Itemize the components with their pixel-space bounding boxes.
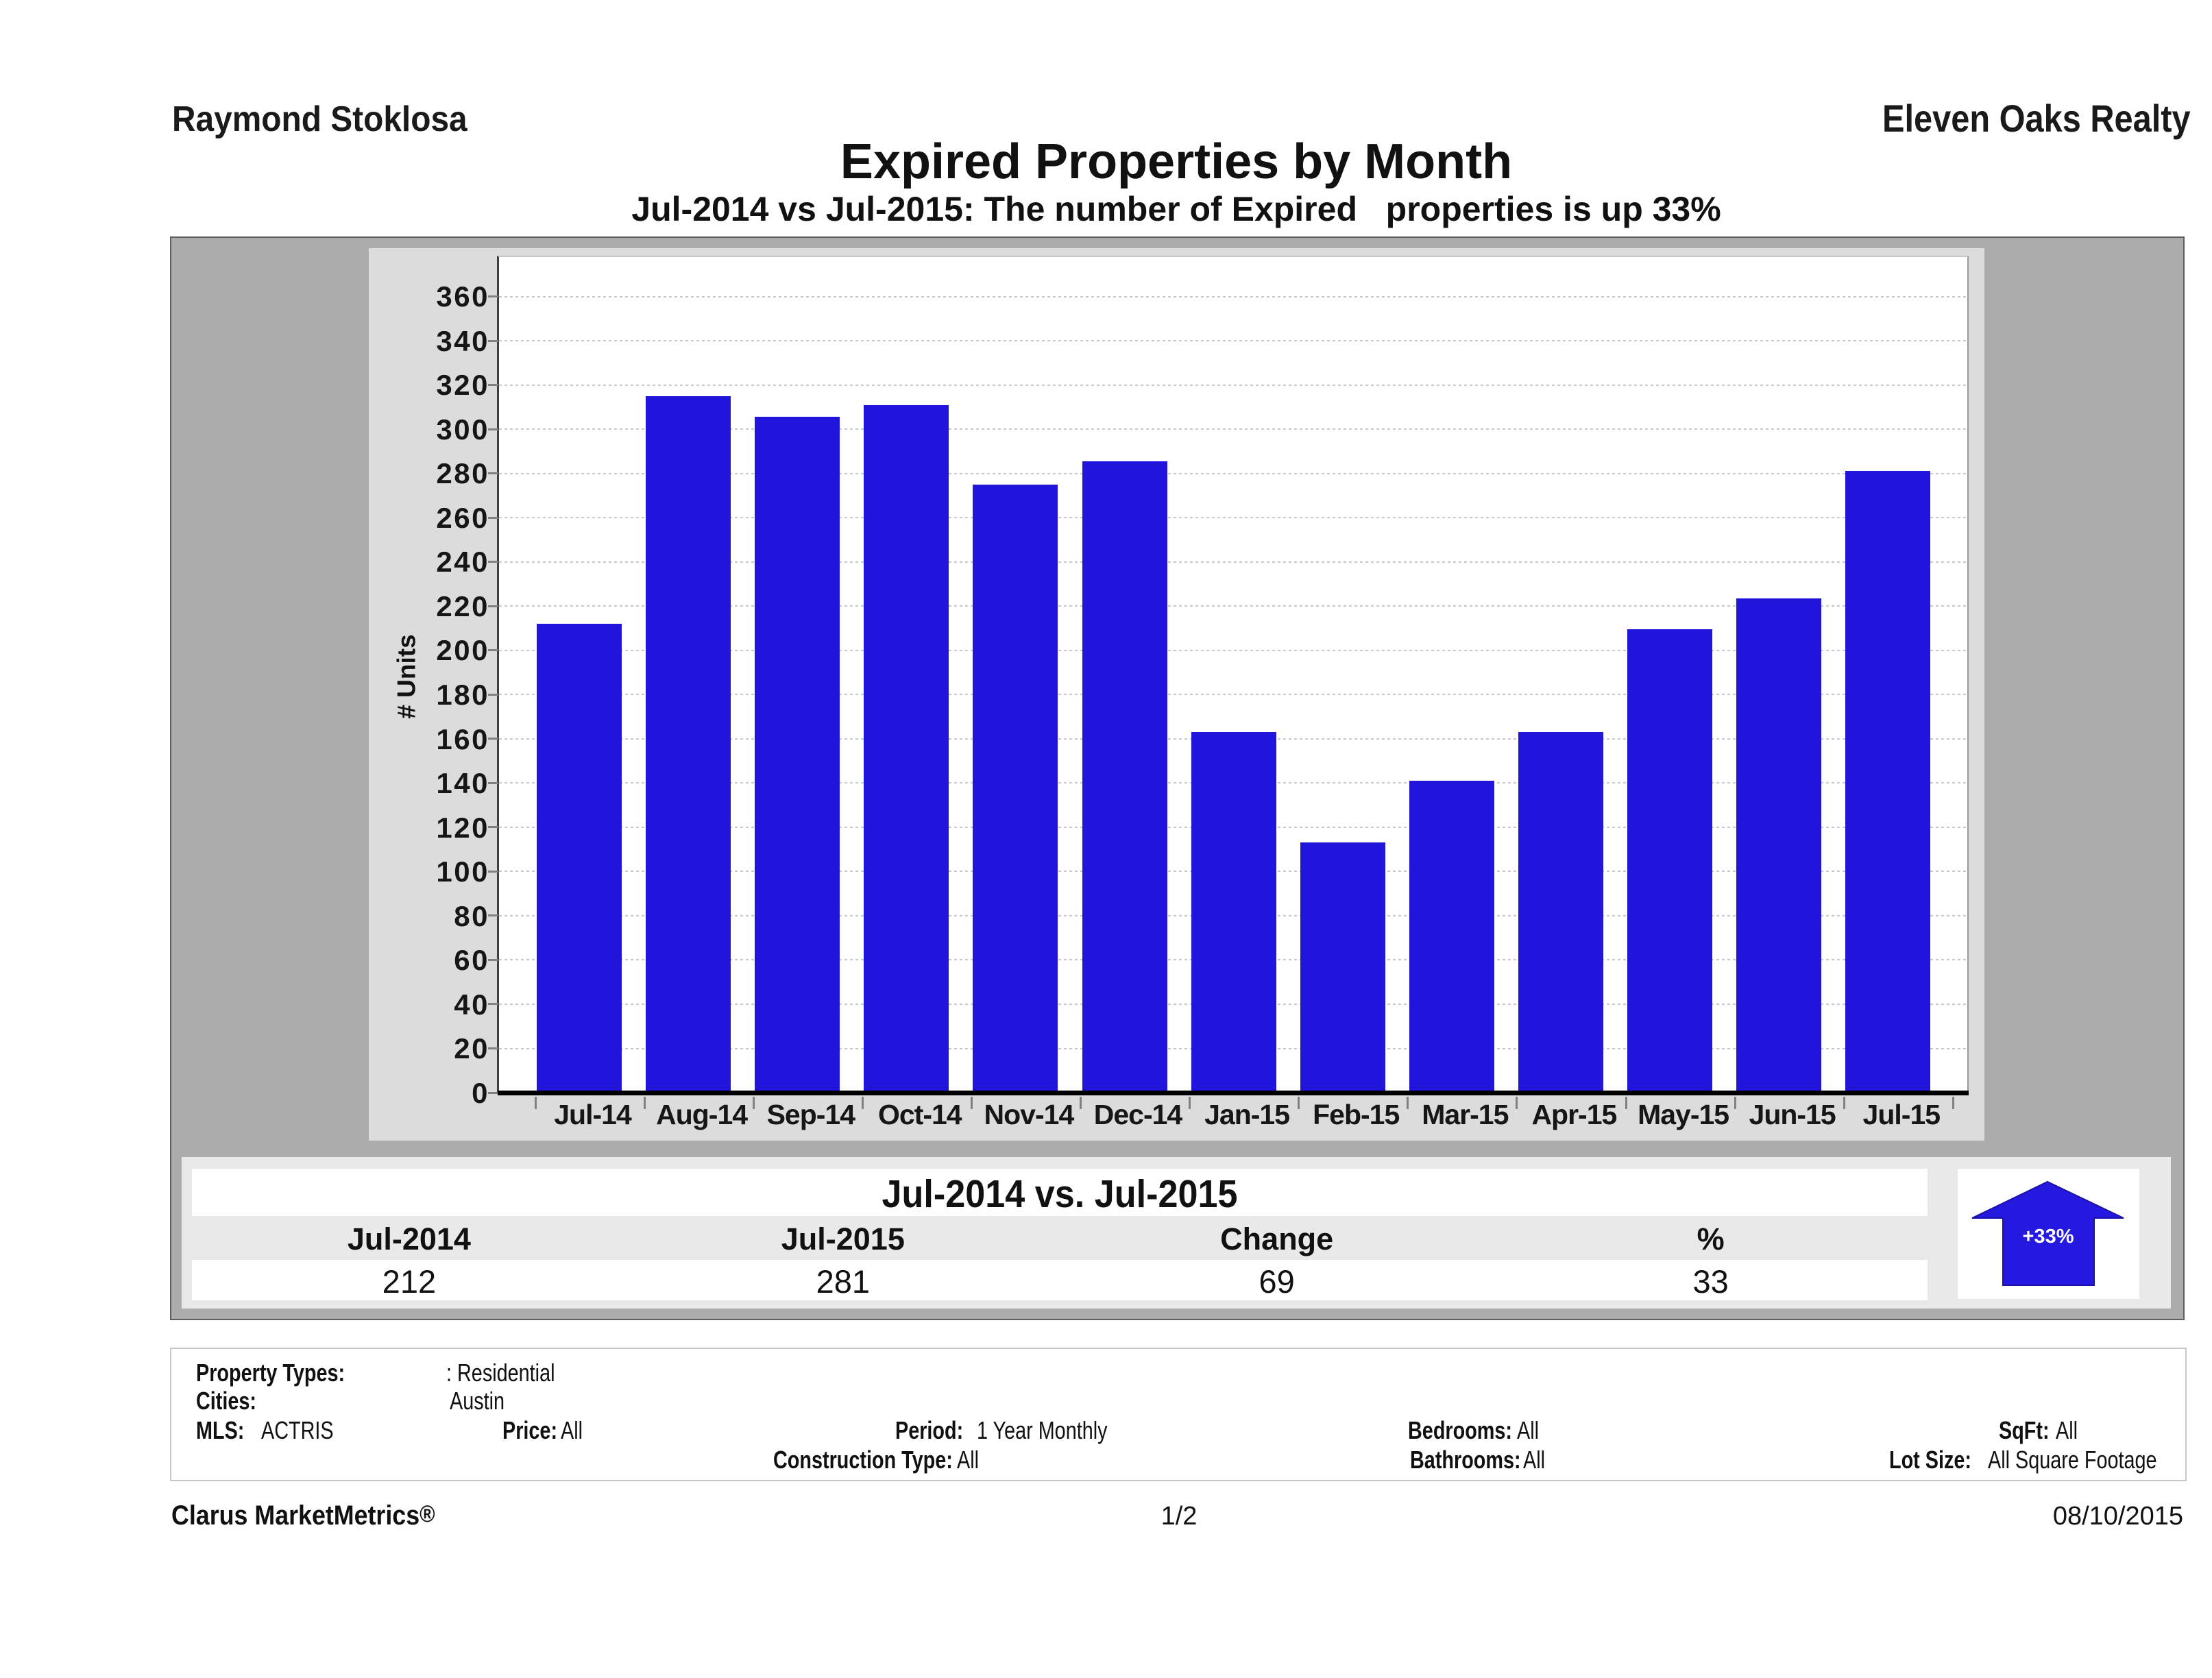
svg-text:+33%: +33%: [2023, 1226, 2074, 1248]
